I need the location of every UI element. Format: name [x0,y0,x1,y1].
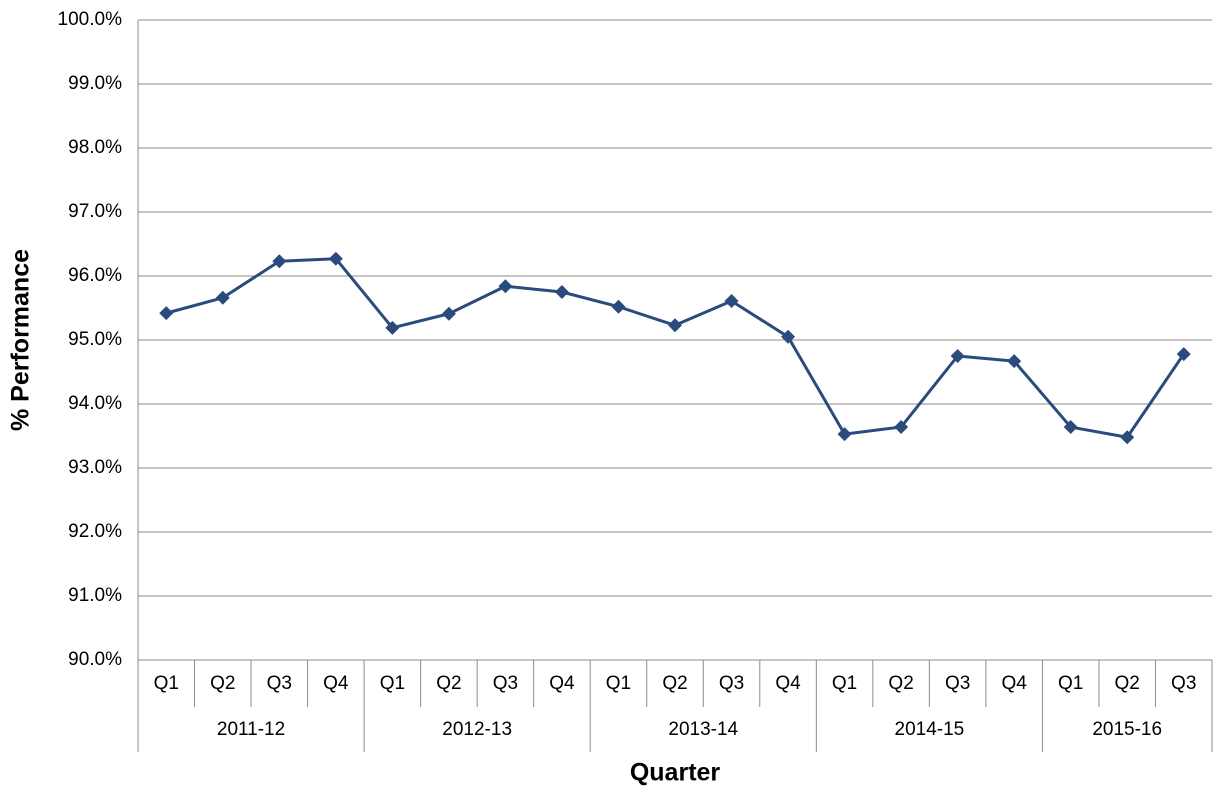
y-tick-label: 92.0% [68,521,122,542]
x-tick-label: Q3 [267,673,292,694]
data-point [724,293,739,308]
y-tick-label: 96.0% [68,265,122,286]
data-point [272,254,287,269]
data-point [894,420,909,435]
y-tick-label: 100.0% [58,9,123,30]
data-point [554,285,569,299]
data-point [837,427,852,442]
data-point [328,251,343,266]
data-line [165,257,1185,439]
data-point [781,329,796,344]
y-tick-label: 98.0% [68,137,122,158]
data-point [159,306,174,321]
y-tick-label: 95.0% [68,329,122,350]
x-tick-label: Q1 [1058,673,1083,694]
y-tick-label: 99.0% [68,73,122,94]
x-tick-label: Q4 [1001,673,1027,694]
data-point [385,320,400,335]
x-group-label: 2015-16 [1092,719,1162,740]
x-tick-label: Q2 [436,673,461,694]
x-tick-label: Q3 [719,673,744,694]
y-tick-label: 90.0% [68,649,122,670]
data-point [950,349,965,363]
x-tick-label: Q3 [1171,673,1196,694]
x-tick-label: Q2 [888,673,913,694]
y-tick-label: 93.0% [68,457,122,478]
y-tick-label: 94.0% [68,393,122,414]
y-axis-title: % Performance [7,249,35,431]
x-tick-label: Q1 [380,673,405,694]
x-tick-label: Q1 [154,673,179,694]
data-point [441,306,456,321]
x-axis-title: Quarter [630,759,721,787]
data-point [215,290,230,305]
data-point [1176,347,1191,362]
x-group-label: 2013-14 [668,719,738,740]
x-group-label: 2014-15 [895,719,965,740]
x-tick-label: Q4 [549,673,575,694]
x-tick-label: Q2 [662,673,687,694]
x-tick-label: Q1 [606,673,631,694]
data-point [611,299,626,314]
data-point [668,318,682,333]
x-group-label: 2011-12 [217,719,285,740]
x-tick-label: Q2 [1115,673,1140,694]
data-point [498,279,513,294]
data-point [1120,430,1135,445]
y-tick-label: 91.0% [68,585,122,606]
x-tick-label: Q4 [323,673,349,694]
x-group-label: 2012-13 [442,719,512,740]
y-tick-label: 97.0% [68,201,122,222]
data-point [1063,420,1078,435]
x-tick-label: Q1 [832,673,857,694]
x-tick-label: Q4 [775,673,801,694]
x-tick-label: Q3 [493,673,518,694]
x-tick-label: Q2 [210,673,235,694]
x-tick-label: Q3 [945,673,970,694]
data-point [1007,354,1022,369]
